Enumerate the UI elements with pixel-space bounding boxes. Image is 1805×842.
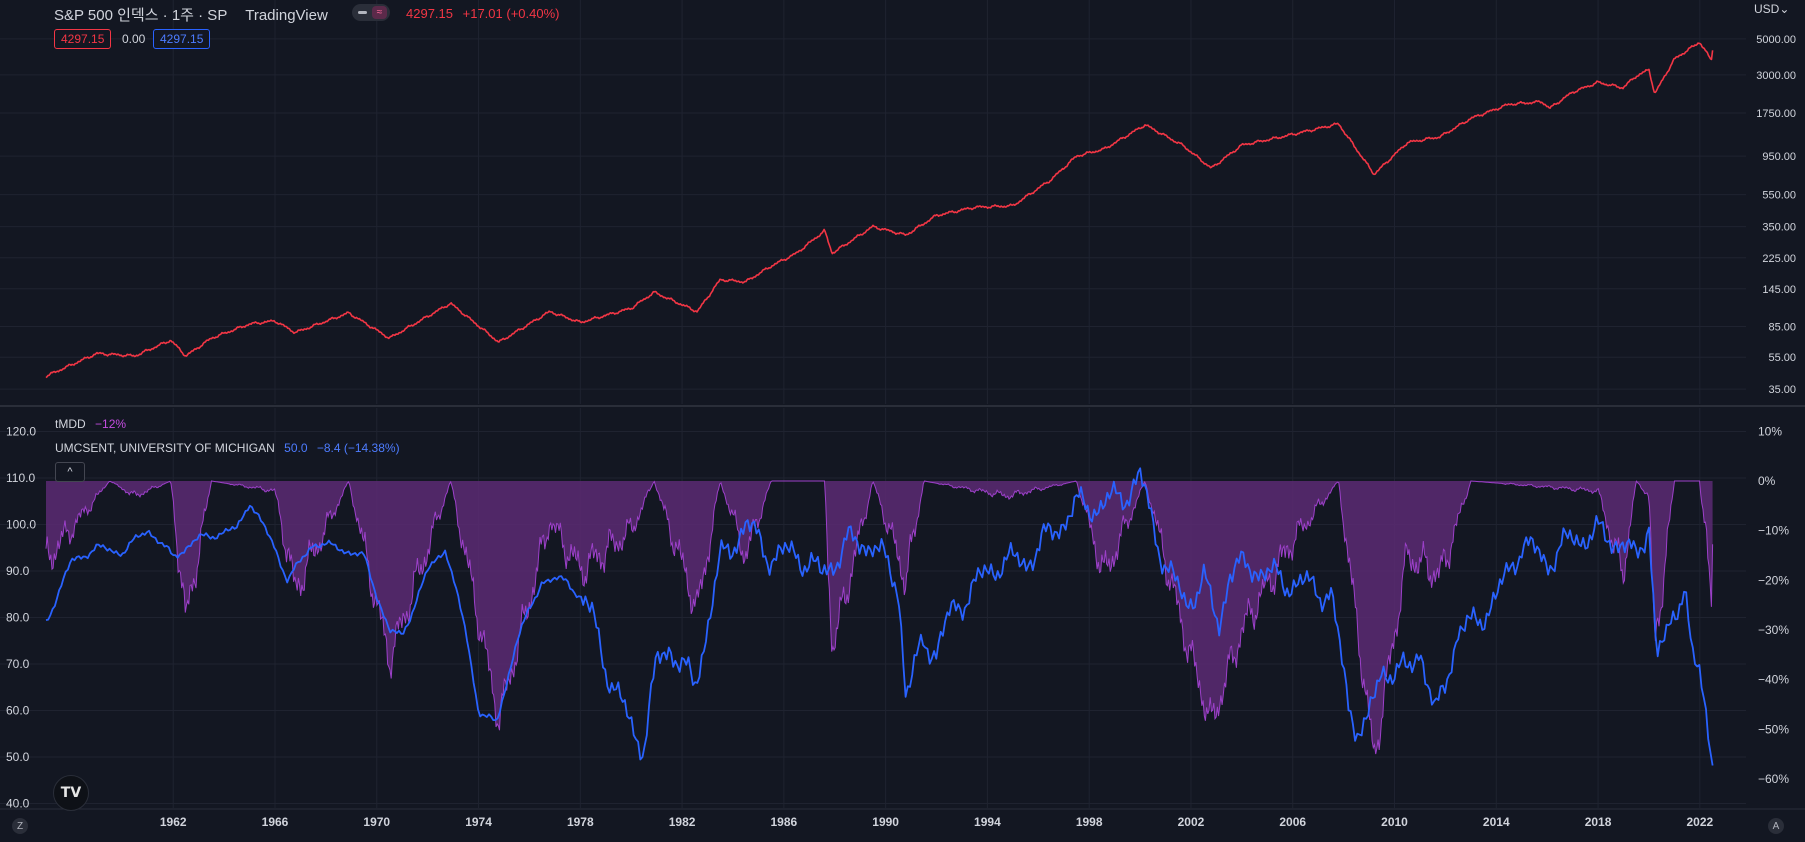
time-tick-label: 2010 xyxy=(1381,815,1408,829)
price-tick-label: 550.00 xyxy=(1762,190,1796,202)
umcsent-change: −8.4 (−14.38%) xyxy=(316,441,400,455)
drawdown-line xyxy=(45,480,1714,755)
umcsent-tick-label: 60.0 xyxy=(6,704,30,718)
drawdown-axis: 10% 0% −10% −20% −30% −40% −50% −60% xyxy=(1758,424,1789,786)
umcsent-tick-label: 40.0 xyxy=(6,797,30,811)
timezone-button[interactable]: Z xyxy=(12,818,28,834)
time-tick-label: 1998 xyxy=(1076,815,1103,829)
drawdown-area xyxy=(46,481,1713,754)
time-tick-label: 2014 xyxy=(1483,815,1510,829)
umcsent-line xyxy=(45,467,1714,766)
tmdd-legend[interactable]: tMDD −12% xyxy=(55,417,126,431)
top-pane-grid xyxy=(0,0,1746,404)
time-tick-label: 1990 xyxy=(872,815,899,829)
collapse-button[interactable]: ^ xyxy=(55,462,85,482)
time-tick-label: 1970 xyxy=(363,815,390,829)
umcsent-tick-label: 50.0 xyxy=(6,750,30,764)
umcsent-tick-label: 110.0 xyxy=(6,471,35,485)
drawdown-layer xyxy=(45,480,1714,755)
source-label: TradingView xyxy=(245,7,328,24)
last-price: 4297.15 xyxy=(406,6,453,21)
time-tick-label: 1966 xyxy=(262,815,289,829)
price-tick-label: 350.00 xyxy=(1762,222,1796,234)
price-badge-left[interactable]: 4297.15 xyxy=(54,29,112,49)
price-tick-label: 55.00 xyxy=(1768,352,1796,364)
time-tick-label: 1974 xyxy=(465,815,492,829)
time-tick-label: 2022 xyxy=(1686,815,1713,829)
tradingview-logo-icon[interactable]: TV xyxy=(53,775,89,811)
umcsent-tick-label: 80.0 xyxy=(6,611,30,625)
drawdown-tick-label: −20% xyxy=(1758,573,1789,587)
price-tick-label: 35.00 xyxy=(1768,384,1796,396)
tmdd-label: tMDD xyxy=(55,417,86,431)
drawdown-tick-label: 10% xyxy=(1758,424,1782,438)
price-tick-label: 3000.00 xyxy=(1756,70,1796,82)
umcsent-tick-label: 120.0 xyxy=(6,425,36,439)
time-tick-label: 1994 xyxy=(974,815,1001,829)
sp500-layer xyxy=(45,42,1714,379)
price-axis: 5000.00 3000.00 1750.00 950.00 550.00 350.00 2… xyxy=(1756,34,1796,396)
umcsent-legend[interactable]: UMCSENT, UNIVERSITY OF MICHIGAN 50.0 −8.… xyxy=(55,441,400,455)
umcsent-value: 50.0 xyxy=(284,441,308,455)
time-tick-label: 1978 xyxy=(567,815,594,829)
drawdown-tick-label: −40% xyxy=(1758,673,1789,687)
price-change: +17.01 (+0.40%) xyxy=(462,6,560,21)
compare-icon: ≈ xyxy=(372,6,387,19)
time-tick-label: 2018 xyxy=(1585,815,1612,829)
auto-scale-button[interactable]: A xyxy=(1768,818,1784,834)
price-tick-label: 85.00 xyxy=(1768,321,1796,333)
umcsent-tick-label: 90.0 xyxy=(6,564,30,578)
drawdown-tick-label: −30% xyxy=(1758,623,1789,637)
umcsent-tick-label: 70.0 xyxy=(6,657,30,671)
time-tick-label: 1982 xyxy=(669,815,696,829)
time-tick-label: 2006 xyxy=(1279,815,1306,829)
price-tick-label: 1750.00 xyxy=(1756,108,1796,120)
price-badge-mid: 0.00 xyxy=(122,30,146,48)
chevron-down-icon: ⌄ xyxy=(1779,2,1790,16)
umcsent-label: UMCSENT, UNIVERSITY OF MICHIGAN xyxy=(55,441,275,455)
time-axis: 1962 1966 1970 1974 1978 1982 1986 1990 1994 1998… xyxy=(0,808,1805,829)
umcsent-layer xyxy=(45,467,1714,766)
currency-selector[interactable]: USD⌄ xyxy=(1754,2,1789,16)
umcsent-axis: 120.0 110.0 100.0 90.0 80.0 70.0 60.0 50.0 40.0 xyxy=(6,425,36,811)
price-tick-label: 145.00 xyxy=(1762,284,1796,296)
time-tick-label: 1986 xyxy=(771,815,798,829)
drawdown-tick-label: −10% xyxy=(1758,524,1789,538)
symbol-title[interactable]: S&P 500 인덱스 · 1주 · SP xyxy=(54,7,228,24)
legend-header[interactable]: S&P 500 인덱스 · 1주 · SP TradingView xyxy=(54,4,328,25)
time-tick-label: 1962 xyxy=(160,815,187,829)
tmdd-value: −12% xyxy=(95,417,127,431)
price-badge-right[interactable]: 4297.15 xyxy=(153,29,211,49)
drawdown-tick-label: −50% xyxy=(1758,722,1789,736)
price-tick-label: 225.00 xyxy=(1762,253,1796,265)
currency-label: USD xyxy=(1754,2,1780,16)
time-tick-label: 2002 xyxy=(1178,815,1205,829)
minimize-icon xyxy=(358,11,367,14)
price-tick-label: 5000.00 xyxy=(1756,34,1796,46)
sp500-line xyxy=(45,42,1714,379)
bottom-pane-grid xyxy=(0,408,1746,808)
drawdown-tick-label: −60% xyxy=(1758,772,1789,786)
series-toggle[interactable]: ≈ xyxy=(352,4,390,21)
drawdown-tick-label: 0% xyxy=(1758,474,1776,488)
price-readout: 4297.15 +17.01 (+0.40%) xyxy=(406,6,559,21)
umcsent-tick-label: 100.0 xyxy=(6,518,36,532)
price-tick-label: 950.00 xyxy=(1762,151,1796,163)
